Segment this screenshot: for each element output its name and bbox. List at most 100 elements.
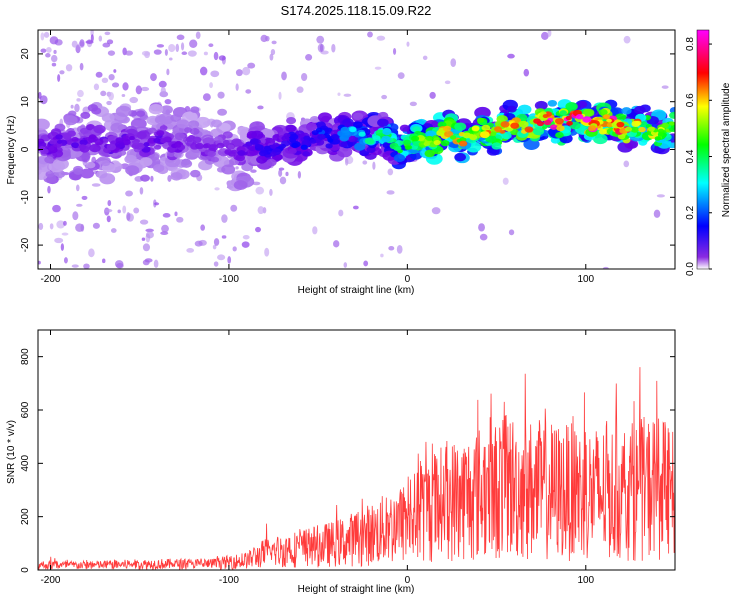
spectrogram-cell	[541, 31, 549, 40]
spectrogram-cell	[661, 85, 669, 89]
spectrogram-cell	[91, 183, 101, 187]
spectrogram-cell	[235, 154, 246, 162]
spectrogram-cell	[213, 261, 219, 267]
spectrogram-cell	[166, 68, 170, 76]
spectrogram-cell	[52, 204, 61, 213]
spectrogram-cell	[210, 70, 220, 78]
spectrogram-cell	[524, 126, 534, 133]
spectrogram-cell	[126, 212, 131, 221]
spectrogram-cell	[311, 130, 319, 136]
spectrogram-cell	[176, 119, 190, 129]
y-tick-label: -10	[20, 190, 31, 205]
snr-frame	[37, 329, 676, 571]
spectrogram-cell	[136, 110, 146, 117]
spectrogram-cell	[396, 245, 403, 254]
spectrogram-cell	[381, 135, 391, 143]
spectrogram-cell	[106, 215, 111, 223]
spectrogram-cell	[93, 83, 100, 91]
spectrogram-cell	[582, 116, 592, 123]
colorbar-ticks: 0.0 0.2 0.4 0.6 0.8	[685, 37, 712, 276]
spectrogram-cell	[189, 127, 200, 135]
spectrogram-cell	[194, 240, 203, 247]
spectrogram-cell	[141, 50, 151, 56]
spectrogram-cell	[141, 237, 146, 241]
spectrogram-cell	[56, 139, 63, 144]
spectrogram-cell	[306, 122, 317, 131]
spectrogram-cell	[269, 188, 273, 196]
spectrogram-cell	[507, 105, 517, 113]
spectrogram-cell	[296, 86, 304, 93]
spectrogram-cell	[397, 72, 405, 79]
spectrogram-cell	[510, 122, 520, 129]
spectrogram-cell	[388, 246, 395, 251]
spectrogram-cell	[230, 149, 238, 155]
spectrogram-cell	[79, 139, 88, 146]
spectrogram-cell	[170, 172, 183, 181]
spectrogram-cell	[60, 243, 65, 251]
spectrogram-cell	[399, 124, 410, 132]
spectrogram-cell	[523, 68, 530, 77]
spectrogram-cell	[510, 129, 519, 136]
spectrogram-cell	[115, 105, 132, 117]
spectrogram-cell	[187, 50, 197, 57]
spectrogram-cell	[291, 142, 299, 148]
spectrogram-cell	[60, 132, 69, 138]
spectrogram-cell	[142, 259, 150, 266]
spectrogram-cell	[227, 256, 232, 264]
spectrogram-cell	[101, 160, 110, 167]
spectrogram-cell	[63, 115, 78, 126]
spectrogram-cell	[108, 73, 115, 81]
spectrogram-cell	[362, 160, 368, 165]
spectrogram-cell	[192, 136, 202, 144]
x-tick-label: 100	[577, 575, 594, 586]
spectrogram-cell	[235, 69, 243, 77]
spectrogram-cell	[235, 83, 239, 91]
spectrogram-cell	[186, 248, 195, 253]
spectrogram-cell	[481, 124, 491, 131]
spectrogram-cell	[478, 223, 485, 232]
spectrogram-cell	[173, 152, 182, 158]
spectrogram-cell	[106, 39, 114, 45]
spectrogram-cell	[559, 110, 567, 116]
spectrogram-cell	[199, 66, 208, 76]
spectrogram-cell	[168, 43, 176, 53]
spectrogram-cell	[153, 49, 162, 55]
colorbar-label: Normalized spectral amplitude	[721, 82, 732, 217]
spectrogram-cell	[153, 164, 165, 173]
spectrogram-cell	[154, 144, 162, 150]
spectrogram-cell	[75, 184, 80, 192]
spectrogram-cell	[180, 42, 185, 51]
spectrogram-cell	[56, 220, 65, 229]
spectrogram-cell	[79, 39, 85, 47]
spectrogram-x-ticks: -200 -100 0 100	[40, 30, 595, 285]
spectrogram-cell	[387, 168, 394, 176]
spectrogram-cell	[88, 134, 97, 140]
spectrogram-cell	[297, 171, 302, 179]
spectrogram-cell	[278, 91, 282, 100]
spectrogram-cell	[500, 121, 510, 128]
spectrogram-cell	[269, 152, 277, 157]
x-tick-label: 0	[405, 575, 411, 586]
spectrogram-cell	[139, 187, 144, 195]
spectrogram-cell	[270, 144, 277, 149]
spectrogram-cell	[210, 119, 223, 128]
y-tick-label: 400	[20, 455, 31, 472]
spectrogram-cell	[631, 120, 641, 127]
spectrogram-cell	[122, 135, 129, 140]
spectrogram-cell	[565, 102, 578, 111]
spectrogram-cell	[63, 257, 68, 264]
spectrogram-cell	[174, 211, 178, 217]
spectrogram-cell	[176, 34, 185, 40]
spectrogram-cell	[367, 31, 373, 38]
spectrogram-cell	[106, 100, 112, 106]
y-tick-label: -20	[20, 237, 31, 252]
colorbar-gradient	[696, 29, 710, 270]
spectrogram-cell	[133, 207, 140, 214]
spectrogram-cell	[285, 171, 289, 177]
spectrogram-cell	[54, 237, 64, 244]
spectrogram-cell	[74, 103, 80, 113]
spectrogram-cell	[160, 105, 173, 115]
spectrogram-cell	[188, 120, 200, 129]
x-tick-label: -100	[219, 575, 239, 586]
spectrogram-cell	[90, 34, 94, 42]
